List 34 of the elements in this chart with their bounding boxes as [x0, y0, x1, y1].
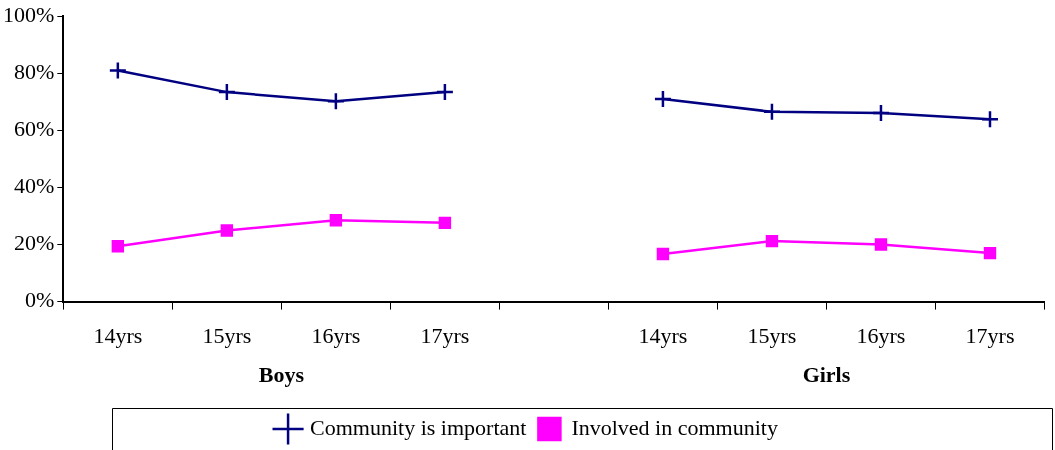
- x-tick-label: 17yrs: [965, 322, 1015, 348]
- y-tick-label: 20%: [14, 230, 55, 256]
- x-tick-label: 14yrs: [93, 322, 143, 348]
- point: [762, 102, 782, 122]
- point: [653, 89, 673, 109]
- text: Boys: [258, 362, 305, 388]
- point: [656, 247, 670, 261]
- point: [765, 234, 779, 248]
- x-tick-label: 15yrs: [747, 322, 797, 348]
- point: [435, 82, 455, 102]
- x-tick-label: 17yrs: [420, 322, 470, 348]
- point: [108, 61, 128, 80]
- x-tick-label: 16yrs: [311, 322, 361, 348]
- x-tick-label: 14yrs: [638, 322, 688, 348]
- point: [983, 246, 997, 260]
- y-tick-label: 0%: [25, 287, 55, 313]
- point: [980, 109, 1000, 129]
- x-tick-label: 16yrs: [856, 322, 906, 348]
- point: [111, 240, 125, 253]
- y-tick-label: 100%: [3, 1, 55, 27]
- point: [438, 216, 452, 230]
- point: [217, 82, 237, 102]
- y-tick-label: 40%: [14, 173, 55, 199]
- point: [329, 214, 343, 227]
- point: [220, 224, 234, 237]
- y-tick-label: 60%: [14, 116, 55, 142]
- point: [874, 238, 888, 251]
- point: [871, 103, 891, 123]
- legend-label: Community is important: [310, 414, 527, 440]
- text: Girls: [802, 362, 851, 388]
- point: [326, 92, 346, 111]
- y-tick-label: 80%: [14, 59, 55, 85]
- x-tick-label: 15yrs: [202, 322, 252, 348]
- legend-label: Involved in community: [571, 414, 778, 440]
